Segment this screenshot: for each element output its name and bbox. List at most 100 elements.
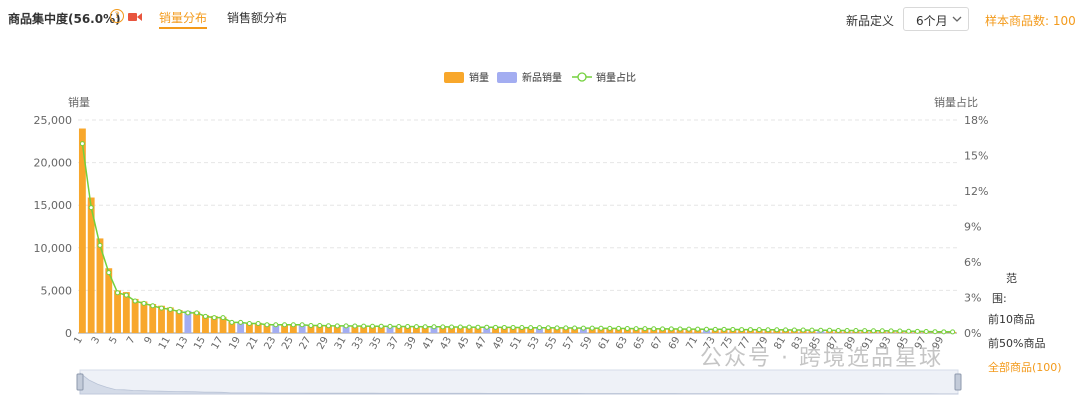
period-select[interactable]: 6个月 bbox=[903, 7, 969, 31]
share-point bbox=[536, 325, 542, 331]
bar bbox=[483, 326, 491, 333]
share-point bbox=[255, 321, 261, 327]
x-tick-label: 55 bbox=[544, 335, 560, 352]
share-point bbox=[466, 324, 472, 330]
bar bbox=[87, 197, 95, 333]
y-tick-label: 5,000 bbox=[41, 284, 73, 297]
share-point bbox=[123, 292, 129, 298]
tab-sales-amount[interactable]: 销售额分布 bbox=[227, 11, 288, 25]
x-tick-label: 29 bbox=[315, 335, 331, 352]
share-point bbox=[624, 326, 630, 332]
x-tick-label: 15 bbox=[192, 335, 208, 352]
range-option-all[interactable]: 全部商品(100) bbox=[988, 361, 1062, 374]
share-point bbox=[449, 324, 455, 330]
zoom-handle-right[interactable] bbox=[954, 373, 962, 391]
share-point bbox=[633, 326, 639, 332]
bar bbox=[421, 326, 429, 333]
bar bbox=[509, 327, 517, 333]
bar bbox=[289, 324, 297, 333]
share-point bbox=[282, 322, 288, 328]
period-select-value: 6个月 bbox=[916, 14, 948, 28]
share-point bbox=[545, 325, 551, 331]
share-point bbox=[387, 323, 393, 329]
x-tick-label: 3 bbox=[90, 335, 103, 346]
x-tick-label: 9 bbox=[143, 335, 156, 346]
share-point bbox=[721, 326, 727, 332]
y2-tick-label: 15% bbox=[964, 150, 988, 163]
share-point bbox=[616, 325, 622, 331]
share-point bbox=[238, 319, 244, 325]
share-point bbox=[791, 327, 797, 333]
bar bbox=[184, 310, 192, 333]
share-point bbox=[378, 323, 384, 329]
share-point bbox=[950, 329, 956, 335]
bar bbox=[500, 326, 508, 333]
x-tick-label: 37 bbox=[386, 335, 402, 352]
x-tick-label: 53 bbox=[526, 335, 542, 352]
share-point bbox=[317, 323, 323, 329]
y2-tick-label: 9% bbox=[964, 221, 981, 234]
x-tick-label: 69 bbox=[667, 335, 683, 352]
range-option-top50pct[interactable]: 前50%商品 bbox=[988, 337, 1046, 350]
x-tick-label: 45 bbox=[456, 335, 472, 352]
bar bbox=[175, 309, 183, 333]
share-point bbox=[501, 324, 507, 330]
share-point bbox=[607, 325, 613, 331]
bar bbox=[272, 324, 280, 333]
video-icon[interactable] bbox=[128, 12, 142, 22]
share-point bbox=[299, 322, 305, 328]
bar bbox=[412, 326, 420, 333]
y-tick-label: 15,000 bbox=[34, 199, 73, 212]
x-tick-label: 35 bbox=[368, 335, 384, 352]
share-point bbox=[677, 326, 683, 332]
bar bbox=[281, 324, 288, 333]
share-point bbox=[273, 322, 279, 328]
zoom-slider-track bbox=[79, 369, 959, 395]
y2-tick-label: 6% bbox=[964, 256, 981, 269]
share-point bbox=[396, 323, 402, 329]
share-point bbox=[484, 324, 490, 330]
share-point bbox=[774, 327, 780, 333]
bar bbox=[158, 305, 165, 333]
bar bbox=[333, 325, 341, 333]
bar bbox=[377, 325, 385, 333]
x-tick-label: 27 bbox=[298, 335, 314, 352]
share-point bbox=[923, 328, 929, 334]
share-point bbox=[906, 328, 912, 334]
share-point bbox=[651, 326, 657, 332]
share-point bbox=[528, 325, 534, 331]
x-tick-label: 71 bbox=[684, 335, 700, 352]
y2-tick-label: 12% bbox=[964, 185, 988, 198]
bar bbox=[228, 321, 236, 333]
legend-label-share: 销量占比 bbox=[596, 71, 636, 84]
bar bbox=[395, 325, 403, 333]
bar bbox=[166, 307, 174, 333]
x-tick-label: 7 bbox=[125, 335, 138, 346]
bar bbox=[131, 298, 139, 333]
legend-label-new: 新品销量 bbox=[522, 71, 562, 84]
share-point bbox=[431, 324, 437, 330]
share-point bbox=[343, 323, 349, 329]
bar bbox=[404, 326, 412, 333]
x-tick-label: 67 bbox=[649, 335, 665, 352]
x-tick-label: 63 bbox=[614, 335, 630, 352]
share-point bbox=[290, 322, 296, 328]
share-point bbox=[835, 328, 841, 334]
range-label-2: 围: bbox=[992, 292, 1007, 305]
bar bbox=[465, 326, 473, 333]
x-tick-label: 57 bbox=[561, 335, 577, 352]
legend-swatch-new bbox=[497, 72, 517, 83]
bar bbox=[448, 326, 456, 333]
share-point bbox=[818, 327, 824, 333]
share-point bbox=[554, 325, 560, 331]
help-icon[interactable]: ? bbox=[110, 9, 124, 23]
share-point bbox=[167, 306, 173, 312]
bar bbox=[149, 304, 157, 333]
zoom-handle-left[interactable] bbox=[76, 373, 84, 391]
share-point bbox=[730, 326, 736, 332]
share-point bbox=[211, 315, 217, 321]
bar bbox=[237, 321, 245, 333]
tab-sales-volume[interactable]: 销量分布 bbox=[159, 11, 208, 25]
x-tick-label: 19 bbox=[227, 335, 243, 352]
range-option-top10[interactable]: 前10商品 bbox=[988, 313, 1035, 326]
